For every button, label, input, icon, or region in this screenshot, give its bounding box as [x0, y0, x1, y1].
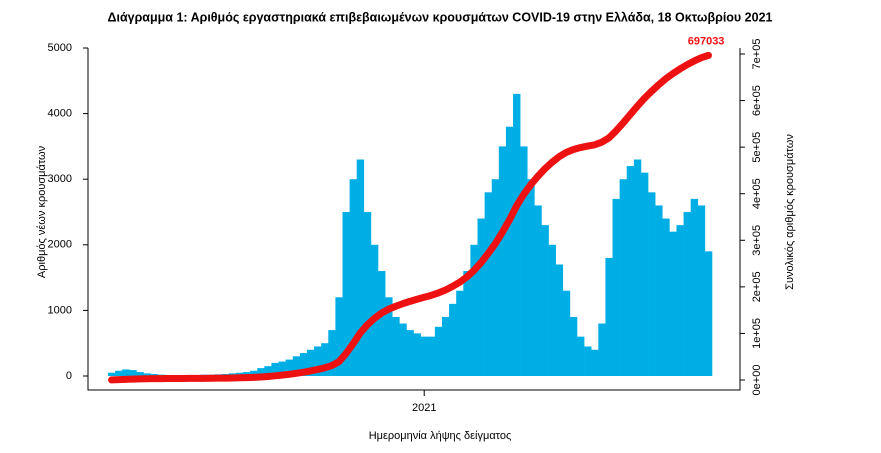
bar: [640, 172, 649, 376]
x-axis-label: Ημερομηνία λήψης δείγματος: [369, 430, 512, 442]
bar: [292, 356, 301, 376]
bar: [612, 198, 620, 376]
bar: [569, 316, 578, 376]
y-tick-label: 0: [66, 370, 72, 382]
y2-axis-label: Συνολικός αριθμός κρουσμάτων: [784, 134, 796, 290]
bar: [505, 126, 514, 376]
bar: [633, 159, 642, 376]
x-tick-label: 2021: [412, 402, 436, 414]
y2-tick-label: 3e+05: [751, 225, 763, 256]
bar: [143, 373, 151, 376]
bar: [108, 372, 116, 376]
bar: [243, 372, 251, 376]
y-axis-label: Αριθμός νέων κρουσμάτων: [36, 145, 48, 278]
bar: [370, 244, 379, 376]
bar: [271, 362, 279, 376]
bar: [513, 93, 521, 377]
bar: [129, 370, 137, 376]
bar: [584, 346, 592, 376]
bar: [328, 330, 336, 376]
bar: [335, 297, 343, 376]
bar: [591, 349, 599, 376]
y-tick-label: 1000: [48, 304, 72, 316]
bar: [363, 212, 372, 376]
bar: [427, 336, 436, 376]
y2-tick-label: 7e+05: [751, 39, 763, 70]
bar: [136, 372, 144, 376]
bar: [484, 192, 493, 376]
y-tick-label: 2000: [48, 239, 72, 251]
bar: [299, 353, 308, 376]
bar: [676, 225, 684, 376]
bar: [392, 316, 400, 376]
bar: [655, 205, 663, 376]
bar: [534, 205, 542, 376]
bar: [669, 231, 677, 376]
bar: [342, 212, 350, 376]
y-tick-label: 5000: [48, 42, 72, 54]
bar: [626, 166, 635, 376]
bar: [548, 244, 556, 376]
bar: [321, 343, 329, 376]
value-label: 697033: [688, 35, 725, 47]
bar: [562, 290, 571, 376]
bar: [150, 374, 159, 376]
bar: [541, 225, 549, 376]
y-tick-label: 3000: [48, 173, 72, 185]
axis-frame: [87, 48, 741, 391]
y2-tick-label: 1e+05: [751, 318, 763, 349]
bar: [576, 336, 585, 376]
bar: [619, 179, 628, 376]
bar: [356, 159, 365, 376]
y2-tick-label: 5e+05: [751, 132, 763, 163]
bar: [470, 244, 478, 376]
y2-tick-label: 2e+05: [751, 271, 763, 302]
bar: [122, 369, 130, 376]
bar: [115, 370, 123, 376]
bar: [264, 366, 272, 376]
bar: [697, 205, 706, 376]
bar: [555, 264, 564, 376]
bar: [349, 179, 358, 376]
cumulative-line: [108, 51, 712, 384]
bar: [314, 346, 322, 376]
bar: [520, 146, 528, 376]
bar: [441, 316, 450, 376]
y2-tick-label: 4e+05: [751, 178, 763, 209]
chart-title: Διάγραμμα 1: Αριθμός εργαστηριακά επιβεβ…: [107, 10, 772, 24]
bar: [413, 333, 421, 376]
bar: [406, 330, 414, 376]
bar: [456, 290, 464, 376]
bar: [683, 212, 691, 376]
bar: [449, 303, 457, 376]
bar: [463, 271, 471, 376]
y2-tick-label: 6e+05: [751, 85, 763, 116]
bar: [257, 368, 265, 376]
y-tick-label: 4000: [48, 108, 72, 120]
bar: [250, 370, 258, 376]
bar: [527, 179, 535, 376]
bar: [399, 323, 407, 376]
bar: [434, 326, 443, 376]
bar: [704, 251, 713, 376]
bar: [285, 359, 294, 376]
bar: [420, 336, 429, 376]
bar: [662, 218, 670, 376]
bar: [378, 271, 386, 376]
bar: [278, 361, 286, 376]
bar: [605, 257, 613, 376]
bar: [477, 218, 485, 376]
bar: [385, 297, 393, 376]
bar: [498, 146, 507, 376]
bar: [491, 179, 500, 376]
bar: [648, 192, 656, 376]
bar: [598, 323, 606, 376]
y2-tick-label: 0e+00: [751, 365, 763, 396]
bar: [306, 349, 315, 376]
bar: [690, 198, 699, 376]
